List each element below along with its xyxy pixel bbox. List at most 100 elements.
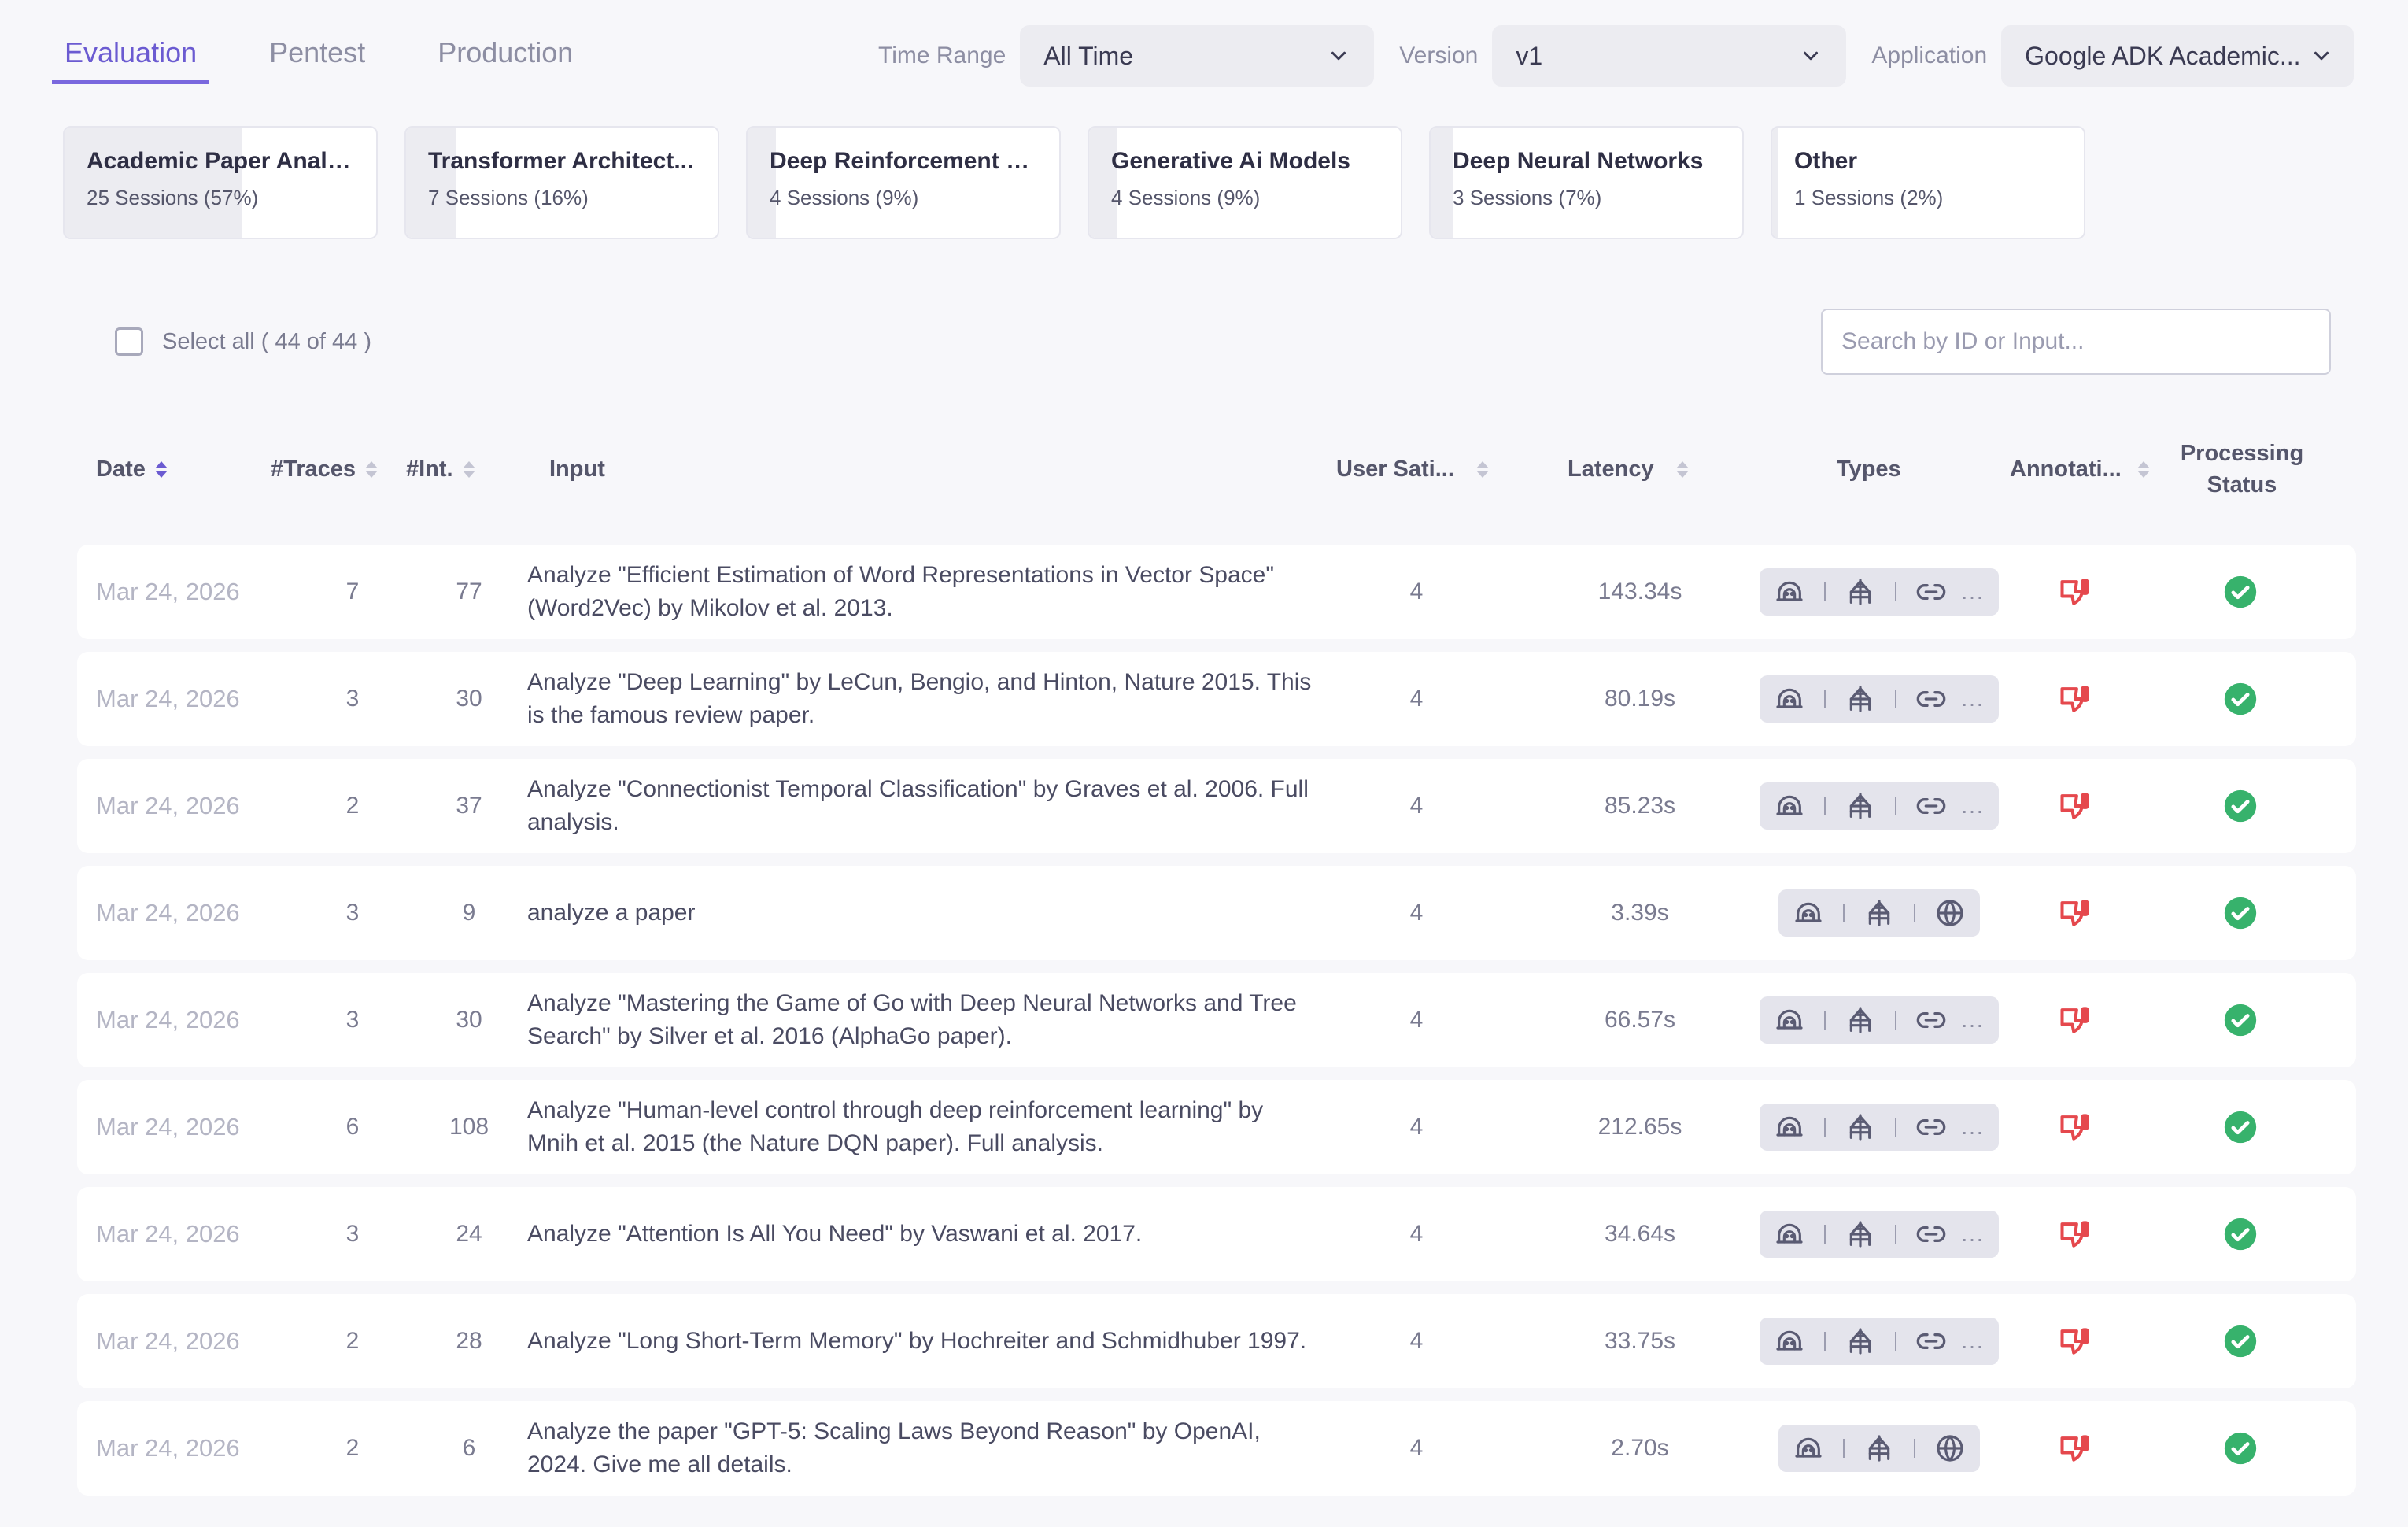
type-separator bbox=[1843, 1439, 1845, 1458]
agent-icon bbox=[1793, 897, 1824, 929]
sort-icon bbox=[1475, 460, 1489, 478]
application-select[interactable]: Google ADK Academic... bbox=[2001, 25, 2354, 87]
row-date: Mar 24, 2026 bbox=[96, 1113, 240, 1141]
thumbs-down-icon[interactable] bbox=[2058, 1324, 2092, 1359]
check-circle-icon bbox=[2223, 1324, 2258, 1359]
row-traces: 2 bbox=[345, 1328, 360, 1354]
row-interactions: 24 bbox=[456, 1221, 482, 1247]
check-circle-icon bbox=[2223, 1217, 2258, 1252]
link-icon bbox=[1915, 790, 1947, 822]
thumbs-down-icon[interactable] bbox=[2058, 789, 2092, 823]
check-circle-icon bbox=[2223, 682, 2258, 716]
row-annotation bbox=[2048, 866, 2103, 960]
topic-share-bar bbox=[65, 128, 242, 238]
types-badge[interactable] bbox=[1778, 889, 1980, 937]
select-all-checkbox[interactable] bbox=[115, 327, 143, 356]
thumbs-down-icon[interactable] bbox=[2058, 1217, 2092, 1252]
types-badge[interactable]: ... bbox=[1760, 996, 1999, 1044]
session-list: Mar 24, 2026 7 77 Analyze "Efficient Estima… bbox=[77, 545, 2356, 1508]
table-row[interactable]: Mar 24, 2026 2 28 Analyze "Long Short-Term … bbox=[77, 1294, 2356, 1388]
row-types bbox=[1753, 866, 2005, 960]
more-types-indicator: ... bbox=[1961, 1115, 1985, 1139]
row-user-satisfaction: 4 bbox=[1409, 686, 1424, 712]
search-input[interactable] bbox=[1821, 309, 2331, 375]
tab-pentest[interactable]: Pentest bbox=[269, 36, 366, 68]
row-input: Analyze "Long Short-Term Memory" by Hoch… bbox=[527, 1328, 1307, 1354]
topic-card[interactable]: Transformer Architect... 7 Sessions (16%) bbox=[404, 126, 719, 239]
topic-sessions: 25 Sessions (57%) bbox=[87, 186, 259, 209]
link-icon bbox=[1915, 683, 1947, 715]
table-row[interactable]: Mar 24, 2026 3 24 Analyze "Attention Is All… bbox=[77, 1187, 2356, 1281]
row-input: Analyze "Connectionist Temporal Classifi… bbox=[527, 776, 1309, 835]
table-header: Date #Traces #Int. Input User Sati... La… bbox=[77, 438, 2356, 501]
column-user-satisfaction[interactable]: User Sati... bbox=[1336, 438, 1489, 501]
row-interactions: 6 bbox=[462, 1435, 476, 1461]
thumbs-down-icon[interactable] bbox=[2058, 896, 2092, 930]
thumbs-down-icon[interactable] bbox=[2058, 1431, 2092, 1466]
column-latency-label: Latency bbox=[1568, 456, 1654, 482]
column-processing-status-label-1: Processing bbox=[2180, 441, 2304, 466]
table-row[interactable]: Mar 24, 2026 3 9 analyze a paper 4 3.39s bbox=[77, 866, 2356, 960]
column-traces-label: #Traces bbox=[271, 456, 356, 482]
agent-icon bbox=[1774, 576, 1805, 608]
agent-icon bbox=[1774, 683, 1805, 715]
table-row[interactable]: Mar 24, 2026 3 30 Analyze "Mastering the Ga… bbox=[77, 973, 2356, 1067]
check-circle-icon bbox=[2223, 896, 2258, 930]
network-icon bbox=[1845, 683, 1876, 715]
column-interactions[interactable]: #Int. bbox=[406, 438, 475, 501]
topic-card[interactable]: Academic Paper Analy... 25 Sessions (57%) bbox=[63, 126, 378, 239]
network-icon bbox=[1845, 1004, 1876, 1036]
row-annotation bbox=[2048, 1187, 2103, 1281]
thumbs-down-icon[interactable] bbox=[2058, 682, 2092, 716]
row-annotation bbox=[2048, 973, 2103, 1067]
row-interactions: 30 bbox=[456, 1007, 482, 1033]
topic-title: Transformer Architect... bbox=[428, 148, 694, 174]
column-annotations[interactable]: Annotati... bbox=[2010, 438, 2150, 501]
topic-card[interactable]: Deep Reinforcement L... 4 Sessions (9%) bbox=[746, 126, 1061, 239]
application-value: Google ADK Academic... bbox=[2025, 41, 2301, 70]
types-badge[interactable]: ... bbox=[1760, 1211, 1999, 1258]
row-types: ... bbox=[1753, 973, 2005, 1067]
network-icon bbox=[1863, 897, 1895, 929]
tab-production[interactable]: Production bbox=[438, 36, 574, 68]
topic-card[interactable]: Deep Neural Networks 3 Sessions (7%) bbox=[1429, 126, 1744, 239]
table-row[interactable]: Mar 24, 2026 2 6 Analyze the paper "GPT-5: … bbox=[77, 1401, 2356, 1496]
table-row[interactable]: Mar 24, 2026 6 108 Analyze "Human-level con… bbox=[77, 1080, 2356, 1174]
row-processing-status bbox=[2213, 1187, 2268, 1281]
more-types-indicator: ... bbox=[1961, 1222, 1985, 1246]
types-badge[interactable]: ... bbox=[1760, 1104, 1999, 1151]
types-badge[interactable]: ... bbox=[1760, 568, 1999, 616]
type-separator bbox=[1824, 1225, 1826, 1244]
row-date: Mar 24, 2026 bbox=[96, 899, 240, 926]
table-row[interactable]: Mar 24, 2026 3 30 Analyze "Deep Learning" b… bbox=[77, 652, 2356, 746]
types-badge[interactable] bbox=[1778, 1425, 1980, 1472]
row-traces: 3 bbox=[345, 900, 360, 926]
version-value: v1 bbox=[1516, 41, 1543, 70]
table-row[interactable]: Mar 24, 2026 7 77 Analyze "Efficient Estima… bbox=[77, 545, 2356, 639]
column-types-label: Types bbox=[1837, 456, 1901, 482]
topic-card[interactable]: Generative Ai Models 4 Sessions (9%) bbox=[1088, 126, 1402, 239]
column-traces[interactable]: #Traces bbox=[271, 438, 379, 501]
time-range-select[interactable]: All Time bbox=[1020, 25, 1375, 87]
agent-icon bbox=[1774, 1004, 1805, 1036]
column-latency[interactable]: Latency bbox=[1568, 438, 1689, 501]
topic-title: Academic Paper Analy... bbox=[87, 148, 354, 174]
version-select[interactable]: v1 bbox=[1492, 25, 1847, 87]
thumbs-down-icon[interactable] bbox=[2058, 575, 2092, 609]
row-types: ... bbox=[1753, 759, 2005, 853]
types-badge[interactable]: ... bbox=[1760, 782, 1999, 830]
topic-card[interactable]: Other 1 Sessions (2%) bbox=[1771, 126, 2085, 239]
types-badge[interactable]: ... bbox=[1760, 675, 1999, 723]
tab-evaluation[interactable]: Evaluation bbox=[52, 31, 210, 84]
row-processing-status bbox=[2213, 1401, 2268, 1496]
thumbs-down-icon[interactable] bbox=[2058, 1003, 2092, 1037]
row-latency: 2.70s bbox=[1611, 1435, 1669, 1461]
row-input: Analyze "Attention Is All You Need" by V… bbox=[527, 1221, 1143, 1247]
thumbs-down-icon[interactable] bbox=[2058, 1110, 2092, 1144]
column-date[interactable]: Date bbox=[96, 438, 168, 501]
types-badge[interactable]: ... bbox=[1760, 1318, 1999, 1365]
row-annotation bbox=[2048, 545, 2103, 639]
type-separator bbox=[1895, 1332, 1897, 1351]
row-input: Analyze "Efficient Estimation of Word Re… bbox=[527, 562, 1275, 621]
table-row[interactable]: Mar 24, 2026 2 37 Analyze "Connectionist Te… bbox=[77, 759, 2356, 853]
